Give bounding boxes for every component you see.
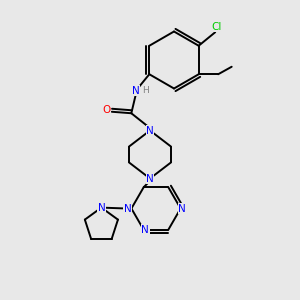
Text: N: N xyxy=(141,225,149,235)
Text: O: O xyxy=(102,105,110,115)
Text: N: N xyxy=(124,203,132,214)
Text: N: N xyxy=(178,203,186,214)
Text: N: N xyxy=(98,202,105,213)
Text: N: N xyxy=(146,173,154,184)
Text: N: N xyxy=(132,86,140,96)
Text: H: H xyxy=(142,86,149,95)
Text: Cl: Cl xyxy=(212,22,222,32)
Text: N: N xyxy=(146,125,154,136)
